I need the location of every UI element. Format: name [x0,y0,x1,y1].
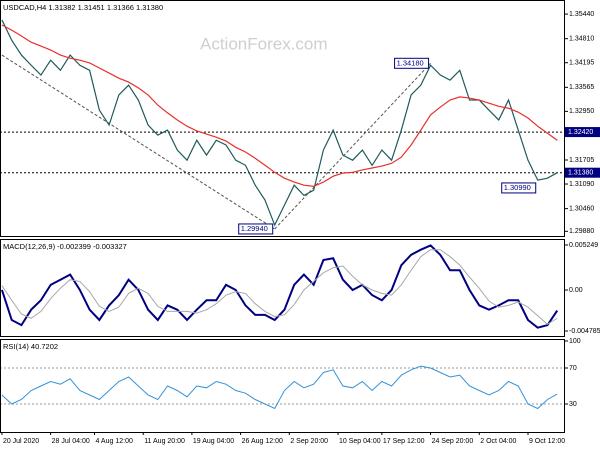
y-tick-label: -0.004785 [569,328,600,335]
level-box [565,127,600,138]
y-tick-label: 70 [569,365,577,372]
series-line [1,249,558,325]
x-tick-label: 4 Aug 12:00 [95,438,132,445]
series-line [1,24,558,187]
x-tick-label: 24 Sep 20:00 [432,438,474,445]
y-tick-label: 1.30460 [569,205,594,212]
panel [0,19,565,230]
y-tick-label: 1.32950 [569,108,594,115]
x-tick-label: 17 Sep 12:00 [383,438,425,445]
level-box [565,167,600,178]
y-tick-label: 1.31090 [569,181,594,188]
trendline [274,62,431,230]
trendline [1,54,275,230]
annotation-box [501,182,537,194]
panel-title: USDCAD,H4 1.31382 1.31451 1.31366 1.3138… [3,3,163,12]
x-tick-label: 28 Jul 04:00 [52,438,90,445]
annotation-label: 1.34180 [397,58,424,67]
y-tick-label: 30 [569,401,577,408]
level-label: 1.31380 [568,170,593,177]
x-tick-label: 9 Oct 12:00 [529,438,565,445]
x-tick-label: 10 Sep 04:00 [339,438,381,445]
panel [0,244,559,329]
level-label: 1.32420 [568,129,593,136]
annotation-label: 1.30990 [504,183,531,192]
y-tick-label: 1.33565 [569,84,594,91]
annotation-box [238,223,274,235]
y-tick-label: 0.00 [569,287,583,294]
x-tick-label: 20 Jul 2020 [3,438,39,445]
watermark: ActionForex.com [200,34,328,53]
y-tick-label: 1.31705 [569,157,594,164]
annotation-box [394,57,430,69]
x-tick-label: 11 Aug 20:00 [144,438,185,445]
y-tick-label: 0.005249 [569,242,598,249]
panel [0,365,565,410]
panel-frame [0,0,565,237]
y-tick-label: 100 [569,338,581,345]
y-tick-label: 1.34810 [569,36,594,43]
panel-frame [0,339,565,433]
y-tick-label: 1.34195 [569,60,594,67]
panel-frame [0,239,565,337]
x-tick-label: 2 Oct 04:00 [480,438,516,445]
x-tick-label: 26 Aug 12:00 [242,438,283,445]
y-tick-label: 1.29880 [569,228,594,235]
panel-title: MACD(12,26,9) -0.002399 -0.003327 [3,242,127,251]
panel-title: RSI(14) 40.7202 [3,342,58,351]
series-line [1,19,558,227]
series-line [1,365,558,410]
annotation-label: 1.29940 [241,224,268,233]
series-line [0,244,559,329]
x-tick-label: 19 Aug 04:00 [193,438,234,445]
x-tick-label: 2 Sep 20:00 [290,438,328,445]
y-tick-label: 1.35440 [569,11,594,18]
